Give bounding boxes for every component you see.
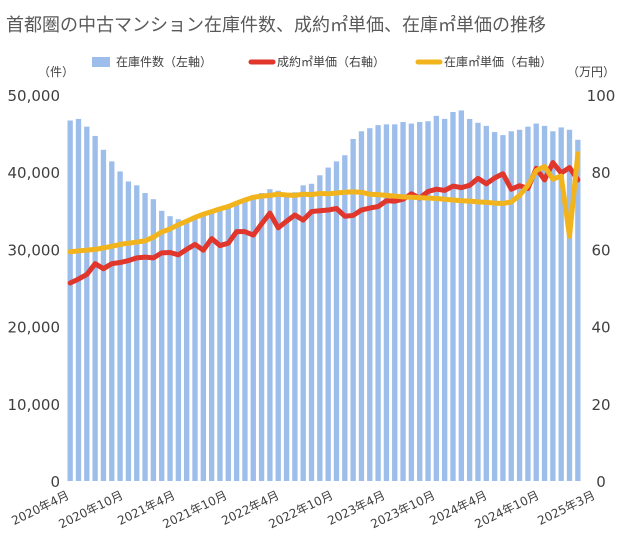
- bar-5: [109, 161, 115, 481]
- bar-42: [417, 122, 423, 482]
- bar-17: [208, 211, 215, 481]
- bar-45: [442, 118, 448, 482]
- bar-21: [242, 199, 248, 482]
- bar-19: [225, 206, 231, 481]
- legend-label: 在庫件数（左軸）: [116, 54, 212, 69]
- bar-61: [575, 139, 581, 481]
- x-tick-label: 2025年3月: [535, 488, 597, 528]
- bar-32: [333, 161, 340, 481]
- right-axis-ticks: 0 20 40 60 80 100: [587, 87, 616, 491]
- bar-18: [217, 209, 223, 481]
- chart-title: 首都圏の中古マンション在庫件数、成約㎡単価、在庫㎡単価の推移: [6, 14, 546, 36]
- bar-2: [84, 126, 90, 482]
- bar-8: [134, 185, 140, 481]
- bar-51: [491, 132, 498, 481]
- legend-swatch: [92, 57, 110, 67]
- bar-47: [458, 110, 464, 481]
- bar-24: [267, 189, 273, 481]
- right-tick-label: 40: [591, 319, 610, 337]
- right-tick-label: 20: [591, 396, 610, 414]
- bar-50: [483, 125, 489, 481]
- bar-25: [275, 190, 281, 482]
- bar-20: [233, 203, 240, 481]
- left-tick-label: 50,000: [8, 87, 61, 105]
- right-tick-label: 100: [587, 87, 616, 105]
- bar-40: [400, 122, 406, 482]
- bar-55: [525, 126, 531, 482]
- left-tick-label: 30,000: [8, 241, 61, 259]
- bar-57: [541, 125, 548, 481]
- bar-6: [117, 171, 123, 481]
- bar-37: [375, 125, 381, 482]
- bar-0: [67, 120, 73, 481]
- bar-38: [383, 124, 390, 481]
- legend-label: 成約㎡単価（右軸）: [277, 54, 385, 69]
- bar-4: [100, 149, 107, 481]
- bar-59: [558, 127, 564, 482]
- bar-30: [317, 175, 323, 482]
- bar-60: [566, 129, 573, 482]
- bar-41: [408, 123, 415, 481]
- bar-56: [533, 123, 539, 481]
- x-axis-labels: 2020年4月2020年10月2021年4月2021年10月2022年4月202…: [9, 488, 597, 531]
- bar-54: [516, 129, 523, 482]
- bar-3: [92, 135, 98, 482]
- bar-39: [392, 124, 398, 481]
- right-axis-unit: （万円）: [567, 65, 615, 79]
- bar-53: [508, 131, 514, 481]
- bar-13: [175, 219, 182, 482]
- inventory-bars: [67, 110, 581, 482]
- bar-44: [433, 115, 440, 481]
- bar-11: [159, 210, 165, 482]
- price-lines: [67, 151, 581, 286]
- bar-1: [75, 118, 82, 482]
- left-tick-label: 20,000: [8, 319, 61, 337]
- right-tick-label: 60: [591, 241, 610, 259]
- bar-22: [250, 196, 256, 481]
- bar-16: [200, 214, 206, 481]
- right-tick-label: 0: [596, 473, 606, 491]
- left-tick-label: 10,000: [8, 396, 61, 414]
- bar-52: [500, 135, 506, 481]
- bar-48: [466, 118, 473, 482]
- left-tick-label: 0: [50, 473, 60, 491]
- listing-price-line: [67, 151, 581, 255]
- bar-14: [184, 221, 190, 482]
- bar-26: [283, 193, 290, 481]
- bar-9: [142, 193, 148, 482]
- bar-28: [300, 185, 306, 481]
- bar-34: [350, 139, 356, 481]
- bar-15: [192, 219, 198, 482]
- bar-23: [258, 193, 265, 482]
- right-tick-label: 80: [591, 164, 610, 182]
- bar-58: [550, 131, 556, 481]
- bar-29: [308, 183, 315, 481]
- bar-35: [358, 131, 365, 481]
- bar-43: [425, 121, 431, 481]
- legend: 在庫件数（左軸） 成約㎡単価（右軸） 在庫㎡単価（右軸）: [92, 54, 552, 69]
- legend-label: 在庫㎡単価（右軸）: [444, 54, 552, 69]
- contract-price-line: [67, 160, 581, 286]
- bar-27: [292, 192, 298, 481]
- bar-33: [342, 155, 348, 481]
- bar-7: [125, 181, 132, 481]
- left-axis-unit: （件）: [38, 65, 74, 79]
- bar-12: [167, 216, 173, 481]
- bar-31: [325, 167, 331, 481]
- left-tick-label: 40,000: [8, 164, 61, 182]
- bar-46: [450, 111, 456, 481]
- bar-36: [367, 128, 373, 481]
- left-axis-ticks: 0 10,000 20,000 30,000 40,000 50,000: [8, 87, 61, 491]
- bar-49: [475, 122, 481, 481]
- bar-10: [150, 199, 157, 481]
